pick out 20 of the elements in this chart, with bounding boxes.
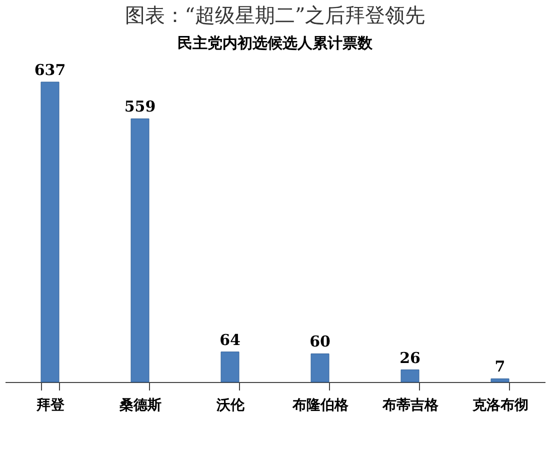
x-tick-label: 布蒂吉格 (382, 398, 440, 414)
data-label: 26 (400, 348, 420, 367)
bar (400, 370, 420, 382)
data-label: 559 (124, 98, 156, 116)
bar (40, 82, 60, 382)
data-label: 637 (34, 61, 66, 79)
bar (490, 378, 510, 382)
x-tick-label: 克洛布彻 (472, 398, 528, 414)
x-tick-label: 沃伦 (216, 398, 246, 414)
bar (130, 118, 150, 382)
data-label: 7 (494, 358, 506, 376)
x-tick-label: 拜登 (36, 398, 66, 414)
bar (220, 352, 240, 382)
x-tick-label: 桑德斯 (118, 398, 162, 414)
data-label: 64 (220, 330, 240, 349)
chart-subtitle: 民主党内初选候选人累计票数 (178, 34, 374, 52)
bar (310, 353, 330, 382)
data-label: 60 (310, 332, 330, 351)
x-tick-label: 布隆伯格 (292, 398, 350, 414)
chart-title: 图表：“超级星期二”之后拜登领先 (124, 3, 426, 27)
